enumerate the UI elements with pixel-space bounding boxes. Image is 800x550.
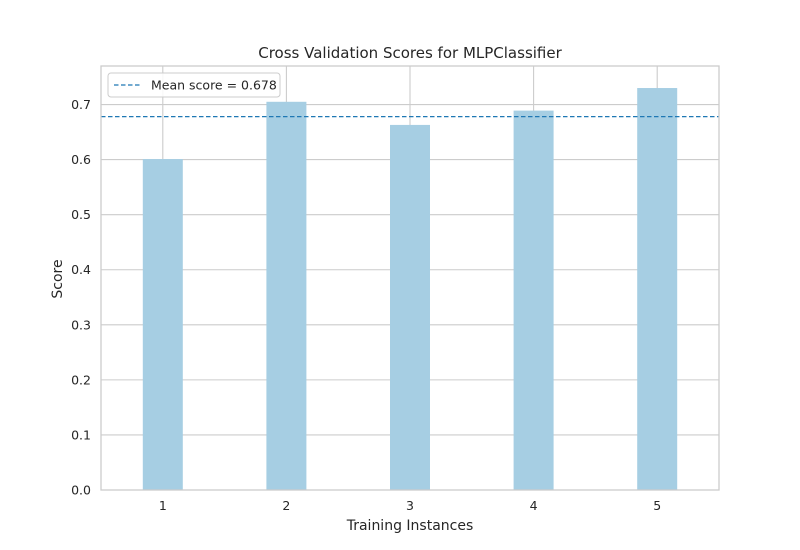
- y-axis-label: Score: [50, 259, 66, 298]
- x-tick-label: 5: [653, 498, 661, 513]
- y-tick-label: 0.2: [71, 372, 91, 387]
- bars-layer: [142, 88, 678, 490]
- y-tick-label: 0.5: [71, 207, 91, 222]
- y-tick-label: 0.4: [71, 262, 91, 277]
- chart-title: Cross Validation Scores for MLPClassifie…: [258, 44, 562, 62]
- x-tick-label: 3: [406, 498, 414, 513]
- x-tick-label: 1: [159, 498, 167, 513]
- plot-frame: [100, 65, 720, 491]
- ticks-layer: 0.0 0.1 0.2 0.3 0.4 0.5 0.6 0.7 1 2 3 4 5: [71, 97, 661, 513]
- y-tick-label: 0.7: [71, 97, 91, 112]
- legend-label: Mean score = 0.678: [151, 78, 277, 93]
- y-tick-label: 0.0: [71, 483, 91, 498]
- x-axis-label: Training Instances: [346, 518, 474, 534]
- y-tick-label: 0.6: [71, 152, 91, 167]
- bar-3: [390, 124, 430, 490]
- bar-2: [266, 101, 307, 490]
- legend: Mean score = 0.678: [107, 72, 281, 98]
- x-tick-label: 4: [530, 498, 538, 513]
- legend-box: [107, 72, 281, 98]
- bar-1: [142, 159, 183, 490]
- y-tick-label: 0.1: [71, 427, 91, 442]
- bar-4: [513, 110, 554, 490]
- x-tick-label: 2: [282, 498, 290, 513]
- bar-5: [637, 88, 678, 490]
- y-tick-label: 0.3: [71, 317, 91, 332]
